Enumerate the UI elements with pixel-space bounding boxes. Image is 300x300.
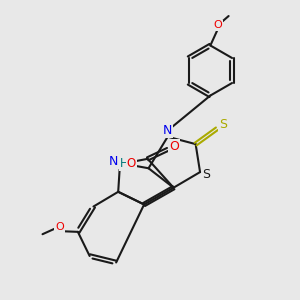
Text: O: O [127, 157, 136, 170]
Text: H: H [120, 157, 129, 170]
Text: O: O [169, 140, 179, 153]
Text: O: O [213, 20, 222, 30]
Text: S: S [219, 118, 227, 131]
Text: N: N [162, 124, 172, 137]
Text: O: O [55, 222, 64, 232]
Text: S: S [202, 168, 211, 181]
Text: N: N [109, 155, 118, 168]
